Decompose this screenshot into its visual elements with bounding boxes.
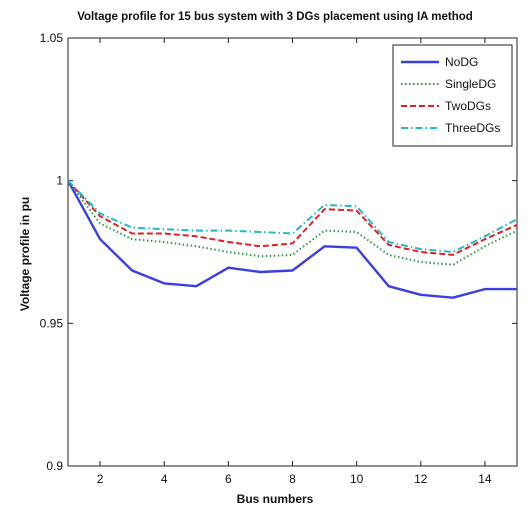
x-tick-label: 6 bbox=[225, 472, 232, 486]
x-tick-label: 4 bbox=[161, 472, 168, 486]
x-tick-label: 10 bbox=[350, 472, 364, 486]
x-axis-label: Bus numbers bbox=[237, 492, 314, 506]
legend-label-singledg: SingleDG bbox=[445, 77, 496, 91]
legend-label-nodg: NoDG bbox=[445, 55, 478, 69]
y-tick-label: 0.95 bbox=[40, 316, 64, 330]
series-line-nodg bbox=[66, 180, 517, 299]
y-tick-label: 1.05 bbox=[40, 31, 64, 45]
x-tick-label: 8 bbox=[289, 472, 296, 486]
series-line-singledg bbox=[67, 180, 518, 266]
y-tick-label: 0.9 bbox=[46, 459, 63, 473]
x-tick-label: 14 bbox=[478, 472, 492, 486]
series-line-twodgs bbox=[67, 180, 518, 256]
x-tick-label: 2 bbox=[97, 472, 104, 486]
legend-label-threedgs: ThreeDGs bbox=[445, 121, 500, 135]
y-tick-label: 1 bbox=[56, 174, 63, 188]
y-axis-label: Voltage profile in pu bbox=[18, 197, 32, 311]
x-tick-label: 12 bbox=[414, 472, 428, 486]
legend: NoDG SingleDG TwoDGs ThreeDGs bbox=[392, 44, 513, 147]
series-line-threedgs bbox=[67, 180, 518, 253]
chart-title: Voltage profile for 15 bus system with 3… bbox=[77, 11, 473, 23]
legend-label-twodgs: TwoDGs bbox=[445, 99, 491, 113]
